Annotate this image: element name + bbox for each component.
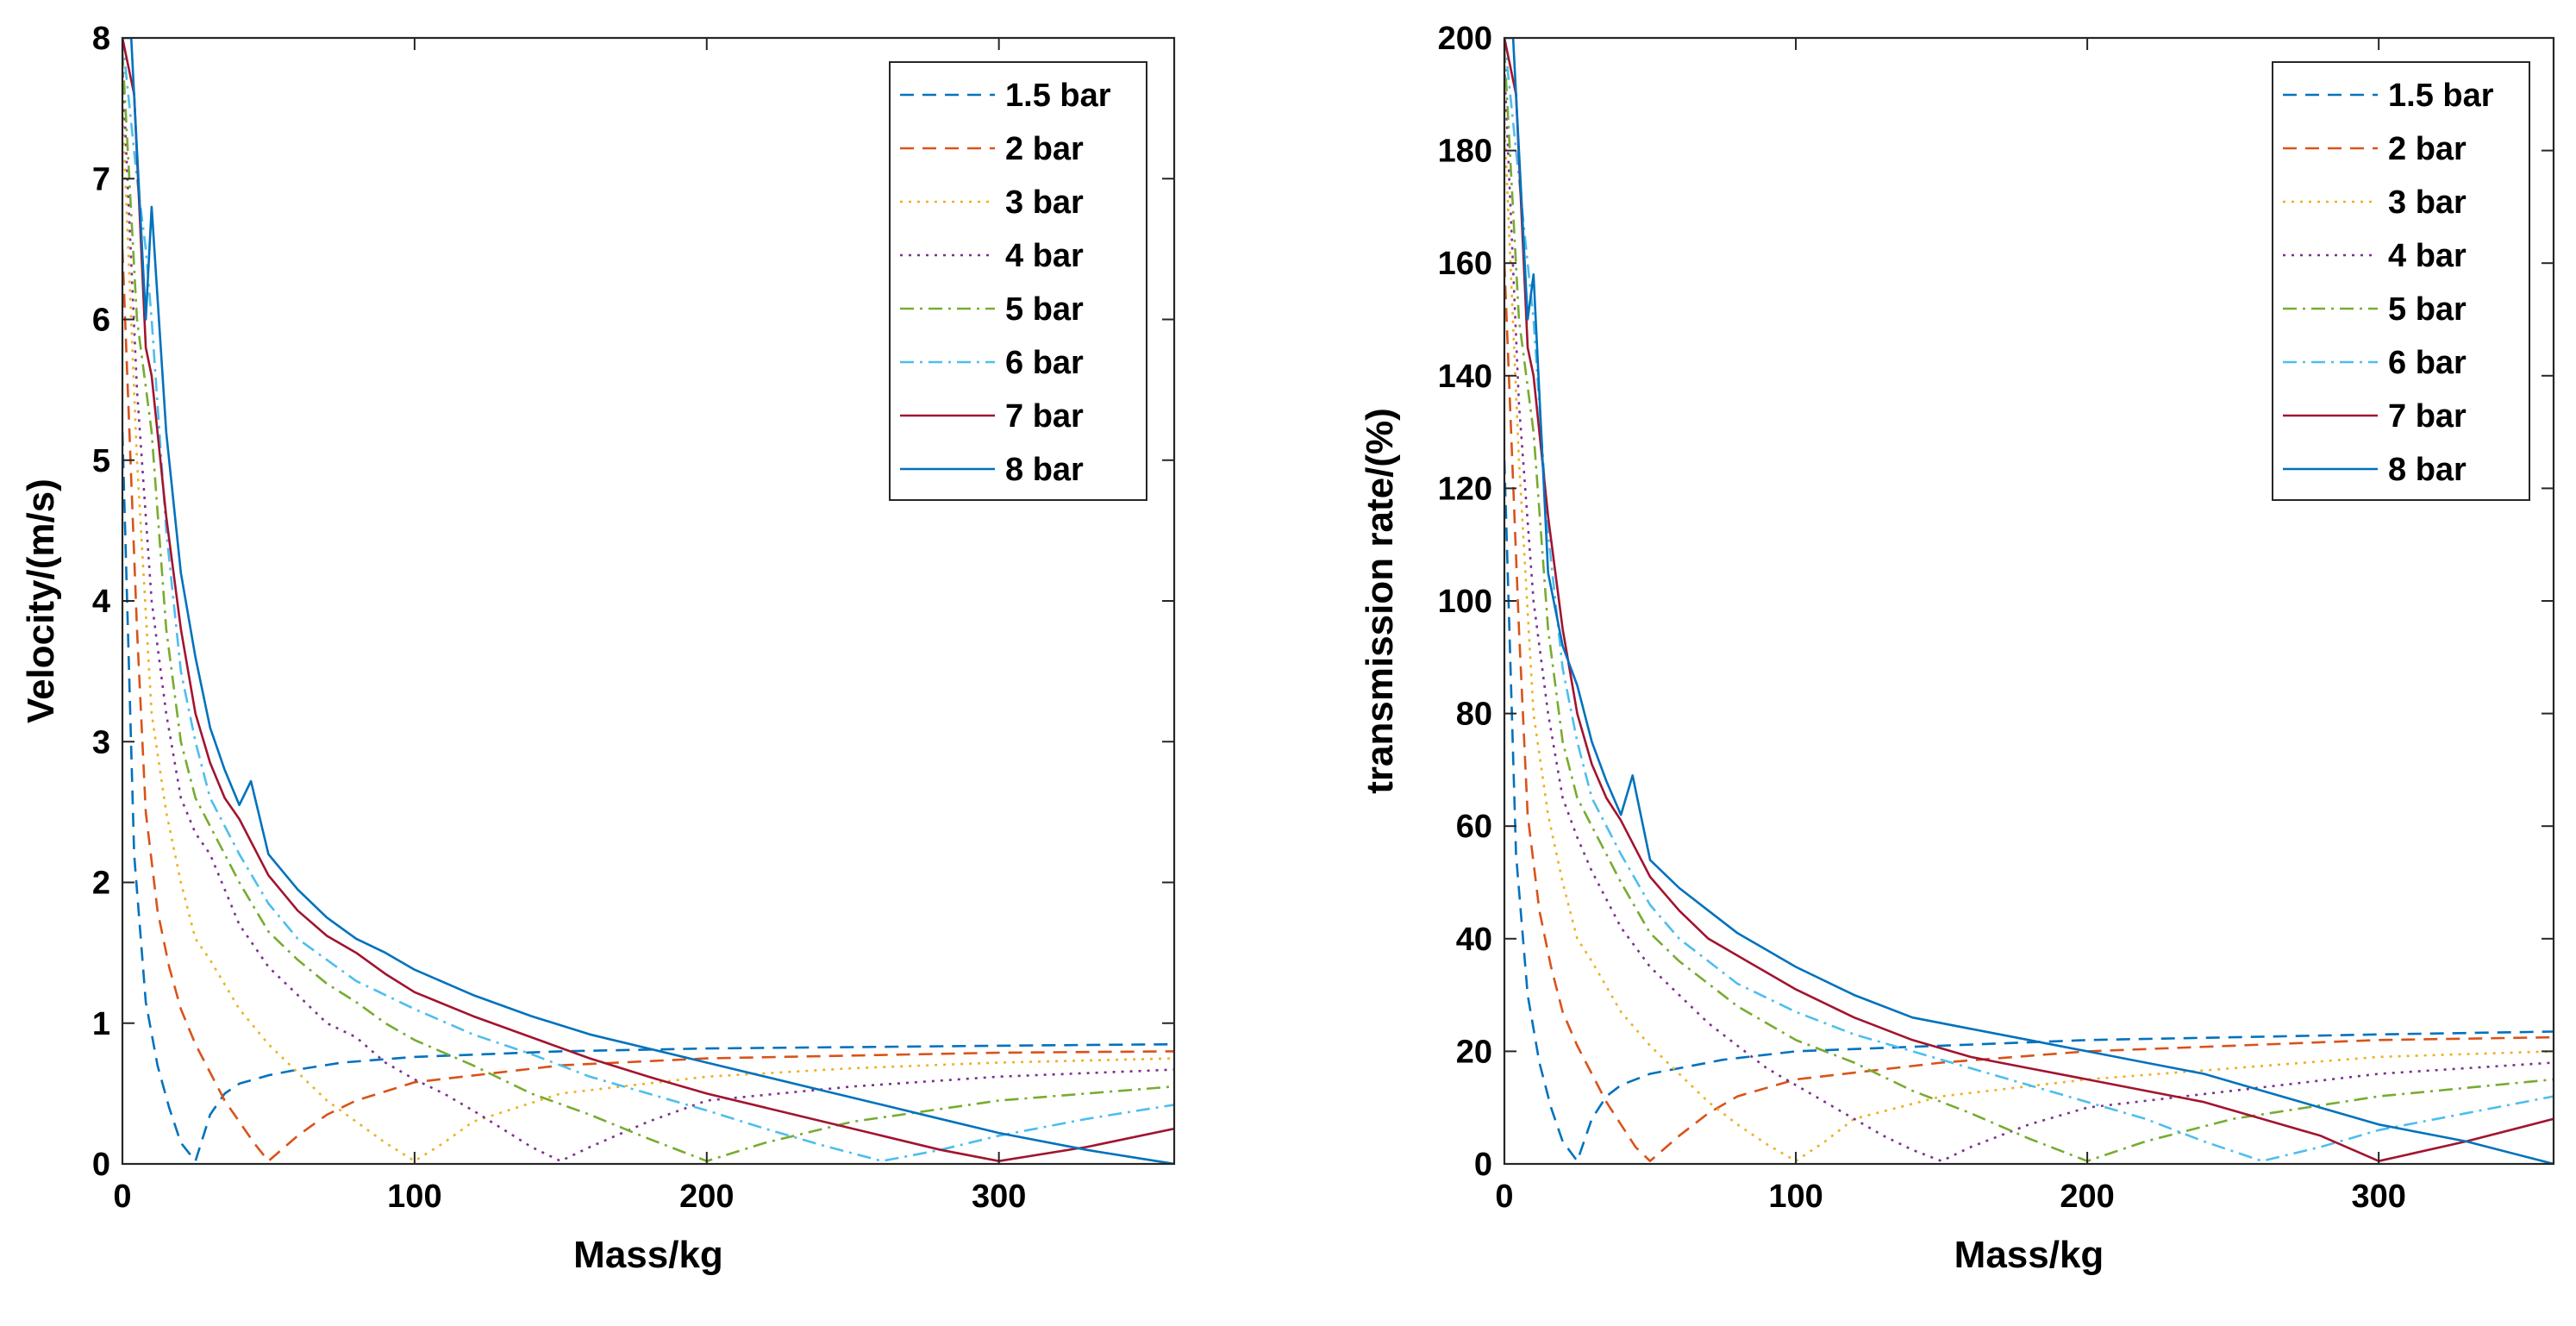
series-line-8-bar [122, 38, 1174, 1164]
x-tick-label: 300 [972, 1179, 1026, 1215]
y-tick-label: 7 [92, 161, 110, 197]
legend-label: 3 bar [1005, 185, 1084, 221]
panel-velocity: 0 100 200 300 0 1 2 3 4 5 6 7 8 Mass/kg Velocity/(m/s)… [20, 21, 1176, 1276]
legend-label: 1.5 bar [2388, 78, 2494, 114]
x-tick-label: 200 [2060, 1179, 2114, 1215]
x-tick-label: 100 [387, 1179, 441, 1215]
series-line-7-bar [1504, 38, 2554, 1162]
y-tick-label: 2 [92, 866, 110, 902]
legend-label: 4 bar [1005, 238, 1084, 274]
series-line-5-bar [1504, 49, 2554, 1162]
panel-transmission: 0 100 200 300 0 20 40 60 80 100 120 140 160 180 200 Mas… [1359, 21, 2555, 1276]
series-group [1504, 38, 2554, 1164]
y-tick-label: 3 [92, 724, 110, 760]
series-line-1-5-bar [122, 432, 1174, 1162]
y-tick-label: 160 [1438, 246, 1492, 282]
y-tick-label: 5 [92, 443, 110, 479]
series-line-6-bar [122, 38, 1174, 1162]
legend-label: 2 bar [1005, 131, 1084, 167]
y-tick-label: 0 [92, 1147, 110, 1183]
y-axis-label: Velocity/(m/s) [20, 478, 62, 723]
x-axis-label: Mass/kg [573, 1234, 723, 1276]
legend: 1.5 bar 2 bar 3 bar 4 bar 5 bar 6 bar 7 bar 8 b… [889, 61, 1147, 501]
legend-label: 7 bar [2388, 398, 2467, 435]
y-tick-label: 60 [1456, 809, 1492, 845]
series-line-8-bar [1504, 38, 2554, 1164]
x-axis-label: Mass/kg [1954, 1234, 2104, 1276]
legend-label: 3 bar [2388, 185, 2467, 221]
y-tick-label: 20 [1456, 1034, 1492, 1070]
y-tick-label: 1 [92, 1006, 110, 1042]
legend-label: 7 bar [1005, 398, 1084, 435]
legend-label: 1.5 bar [1005, 78, 1111, 114]
legend: 1.5 bar 2 bar 3 bar 4 bar 5 bar 6 bar 7 bar 8 b… [2272, 61, 2530, 501]
series-line-3-bar [122, 108, 1174, 1162]
series-line-3-bar [1504, 122, 2554, 1162]
x-tick-label: 100 [1768, 1179, 1823, 1215]
series-line-6-bar [1504, 38, 2554, 1162]
y-tick-label: 6 [92, 303, 110, 339]
y-tick-label: 4 [92, 584, 110, 620]
y-tick-label: 80 [1456, 697, 1492, 733]
legend-label: 8 bar [2388, 452, 2467, 488]
y-tick-label: 8 [92, 21, 110, 57]
series-line-2-bar [1504, 263, 2554, 1162]
y-tick-label: 180 [1438, 134, 1492, 170]
legend-label: 2 bar [2388, 131, 2467, 167]
x-tick-label: 200 [679, 1179, 734, 1215]
y-tick-label: 0 [1474, 1147, 1492, 1183]
y-tick-label: 140 [1438, 359, 1492, 395]
series-line-4-bar [122, 66, 1174, 1162]
legend-label: 8 bar [1005, 452, 1084, 488]
series-line-7-bar [122, 38, 1174, 1162]
series-line-2-bar [122, 248, 1174, 1162]
legend-box [889, 61, 1147, 501]
y-tick-label: 40 [1456, 922, 1492, 958]
y-tick-label: 100 [1438, 584, 1492, 620]
y-tick-label: 200 [1438, 21, 1492, 57]
series-group [122, 38, 1174, 1164]
legend-box [2272, 61, 2530, 501]
legend-label: 5 bar [1005, 291, 1084, 328]
y-tick-label: 120 [1438, 471, 1492, 507]
legend-label: 6 bar [1005, 345, 1084, 381]
y-axis-label: transmission rate/(%) [1359, 408, 1401, 793]
series-line-5-bar [122, 52, 1174, 1162]
x-tick-label: 300 [2351, 1179, 2405, 1215]
legend-label: 4 bar [2388, 238, 2467, 274]
series-line-4-bar [1504, 66, 2554, 1162]
legend-label: 6 bar [2388, 345, 2467, 381]
x-tick-label: 0 [1495, 1179, 1513, 1215]
legend-label: 5 bar [2388, 291, 2467, 328]
x-tick-label: 0 [113, 1179, 131, 1215]
